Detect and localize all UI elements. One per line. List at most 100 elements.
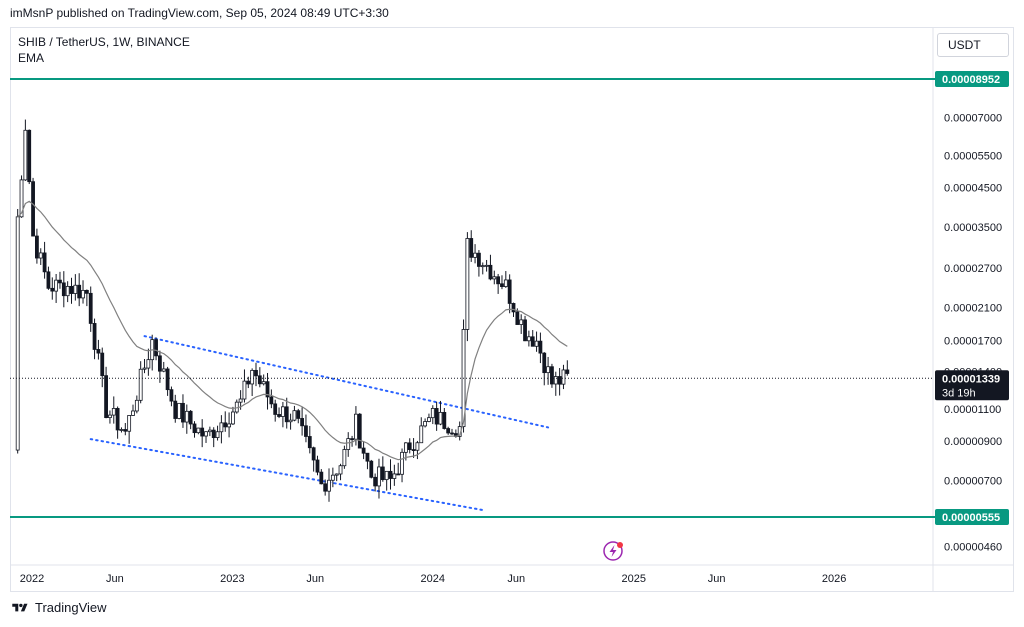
candle-body	[430, 408, 435, 419]
candle	[154, 337, 158, 361]
x-tick-label: Jun	[507, 573, 525, 585]
candle	[27, 129, 32, 185]
candle-body	[484, 264, 489, 267]
candle-body	[223, 422, 228, 428]
x-tick-label: 2025	[622, 573, 646, 585]
candle-body	[296, 410, 301, 419]
candle-body	[92, 323, 97, 350]
candle	[492, 270, 497, 285]
candle-body	[242, 380, 247, 400]
candle	[307, 425, 312, 454]
candle-body	[284, 406, 289, 423]
time-axis[interactable]: 2022 Jun 2023 Jun 2024 Jun 2025 Jun 2026	[20, 573, 847, 585]
candle-body	[181, 402, 185, 423]
descending-channel[interactable]	[89, 335, 550, 512]
candle	[315, 455, 320, 476]
candle	[546, 356, 550, 385]
candle-body	[411, 449, 416, 451]
candle	[138, 361, 143, 404]
bar-countdown-text: 3d 19h	[942, 387, 976, 399]
y-tick-label: 0.00000460	[944, 542, 1002, 554]
candle-body	[561, 369, 566, 385]
candle	[96, 339, 101, 360]
price-axis[interactable]: 0.00007000 0.00005500 0.00004500 0.00003500…	[944, 113, 1002, 554]
candle-body	[200, 427, 205, 437]
symbol-title[interactable]: SHIB / TetherUS, 1W, BINANCE	[18, 35, 190, 49]
candle	[350, 435, 354, 447]
candle	[54, 273, 59, 303]
candle-body	[204, 431, 208, 437]
candle-body	[538, 340, 543, 354]
candle-body	[154, 339, 158, 357]
candle	[42, 241, 47, 279]
candle-body	[515, 311, 520, 325]
candle-body	[523, 319, 527, 342]
candle	[181, 394, 185, 428]
candle	[204, 431, 208, 443]
candle-body	[23, 129, 28, 181]
candle	[300, 407, 305, 436]
candle	[81, 280, 85, 304]
candle-body	[434, 408, 439, 425]
candle-body	[169, 389, 174, 402]
candle	[526, 330, 531, 347]
candle-body	[503, 279, 508, 287]
candle	[334, 473, 339, 482]
candle	[273, 399, 278, 422]
candle	[257, 367, 262, 388]
x-tick-label: Jun	[708, 573, 726, 585]
candle	[507, 274, 512, 314]
candle	[338, 463, 343, 481]
candle	[219, 415, 224, 444]
candle-body	[131, 410, 135, 416]
candle-body	[334, 473, 339, 476]
candle	[207, 426, 212, 437]
indicator-label[interactable]: EMA	[18, 51, 45, 65]
candle-body	[88, 292, 93, 324]
candle	[542, 352, 547, 386]
candle	[392, 464, 397, 486]
level-price-tag	[935, 509, 1009, 525]
candle-body	[526, 336, 531, 342]
price-tags: 0.00008952 0.00000555 0.00001339 3d 19h	[935, 71, 1009, 525]
candle-body	[42, 252, 47, 273]
candle-body	[442, 411, 447, 429]
candle-body	[477, 252, 481, 267]
candle	[165, 366, 170, 396]
x-tick-label: 2023	[220, 573, 244, 585]
horizontal-levels[interactable]	[10, 78, 935, 518]
candle	[173, 394, 178, 423]
bolt-icon[interactable]	[603, 541, 623, 561]
candle	[215, 425, 220, 441]
candle-body	[396, 473, 401, 476]
candle	[465, 232, 470, 342]
candle	[131, 404, 135, 416]
candle-body	[403, 442, 408, 453]
candle-body	[188, 410, 193, 425]
candle-body	[58, 279, 62, 284]
candle-body	[269, 396, 274, 405]
candle-body	[357, 413, 362, 449]
candle-body	[142, 367, 147, 370]
candle-body	[161, 368, 166, 372]
candle-body	[292, 410, 297, 421]
chart-legend: SHIB / TetherUS, 1W, BINANCE EMA	[18, 34, 190, 66]
candle	[254, 362, 258, 387]
candle	[23, 119, 28, 181]
currency-button[interactable]: USDT	[937, 33, 1009, 57]
y-tick-label: 0.00007000	[944, 113, 1002, 125]
brand-name: TradingView	[35, 600, 107, 615]
candle-body	[246, 380, 251, 385]
candle-body	[219, 422, 224, 433]
candle-body	[46, 271, 51, 289]
candle	[288, 413, 293, 430]
candle	[469, 230, 474, 262]
candle-body	[361, 447, 366, 454]
candle-body	[19, 179, 24, 218]
candle	[357, 413, 362, 449]
candle-body	[50, 287, 55, 292]
candle	[211, 427, 216, 448]
candle-body	[500, 283, 504, 287]
candle	[261, 374, 266, 386]
